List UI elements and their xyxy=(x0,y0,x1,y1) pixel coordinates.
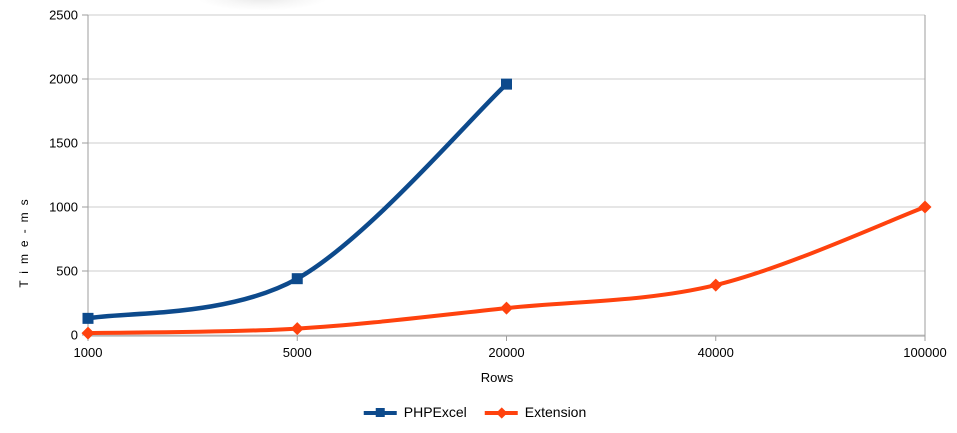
y-tick-label: 2500 xyxy=(49,8,78,23)
diamond-marker-icon xyxy=(290,322,304,336)
x-axis-title: Rows xyxy=(480,370,514,385)
y-tick-label: 2000 xyxy=(49,72,78,87)
x-tick-label: 100000 xyxy=(903,345,946,360)
y-axis-title: Time-ms xyxy=(17,192,31,288)
legend-item-extension: Extension xyxy=(484,404,587,420)
square-marker-icon xyxy=(291,273,303,285)
x-tick-label: 5000 xyxy=(283,345,312,360)
series-line-phpexcel xyxy=(85,81,509,321)
legend-item-phpexcel: PHPExcel xyxy=(363,404,467,420)
diamond-marker-icon xyxy=(709,278,723,292)
phpexcel-series-marker-icon xyxy=(363,406,397,419)
legend-label-extension: Extension xyxy=(524,404,587,420)
square-marker-icon xyxy=(375,407,385,417)
diamond-marker-icon xyxy=(500,301,513,315)
square-marker-icon xyxy=(501,78,512,90)
square-marker-icon xyxy=(82,312,94,324)
legend-label-phpexcel: PHPExcel xyxy=(403,404,467,420)
extension-series-marker-icon xyxy=(484,406,518,419)
y-tick-label: 500 xyxy=(56,264,78,279)
diamond-marker-icon xyxy=(918,200,932,214)
x-tick-label: 40000 xyxy=(698,345,734,360)
diamond-marker-icon xyxy=(496,406,508,419)
legend: PHPExcel Extension xyxy=(363,404,587,420)
y-tick-label: 0 xyxy=(71,328,78,343)
y-tick-label: 1000 xyxy=(49,200,78,215)
x-tick-label: 1000 xyxy=(74,345,103,360)
y-tick-label: 1500 xyxy=(49,136,78,151)
diamond-marker-icon xyxy=(81,326,95,340)
x-tick-label: 20000 xyxy=(488,345,524,360)
